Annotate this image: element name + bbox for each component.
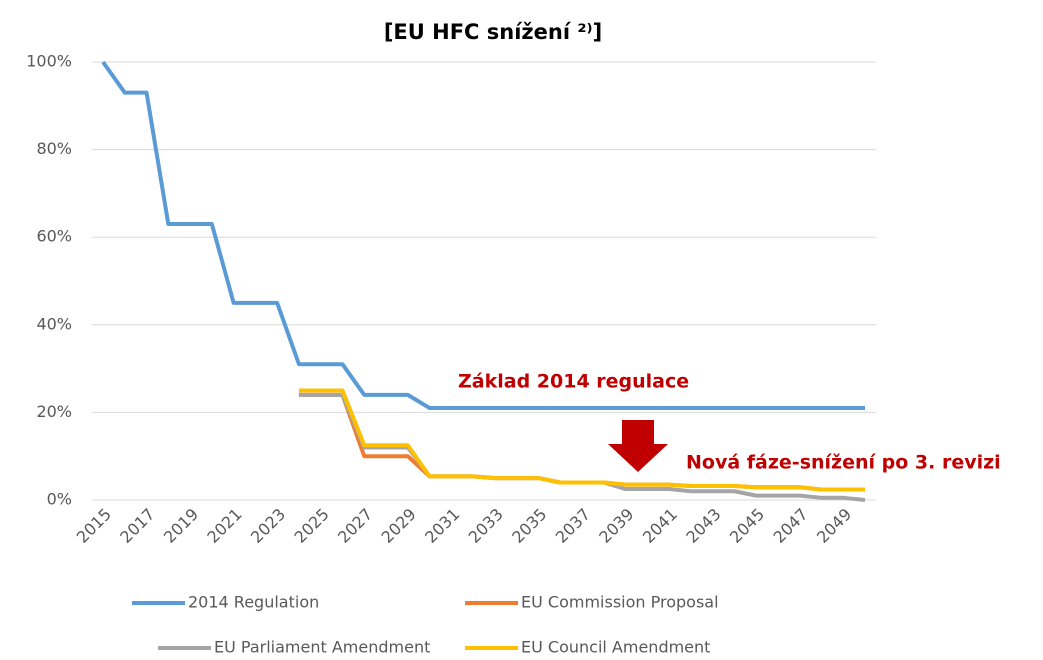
- y-tick-label: 80%: [36, 139, 72, 158]
- x-tick-label: 2019: [160, 505, 202, 547]
- annotation: Nová fáze-snížení po 3. revizi: [686, 452, 1001, 474]
- x-tick-label: 2049: [813, 505, 855, 547]
- x-tick-label: 2021: [203, 505, 245, 547]
- y-tick-label: 100%: [26, 52, 72, 71]
- chart-title: [EU HFC snížení ²⁾]: [384, 20, 602, 44]
- y-tick-label: 20%: [36, 402, 72, 421]
- x-tick-label: 2037: [552, 505, 594, 547]
- x-tick-label: 2025: [290, 505, 332, 547]
- x-tick-label: 2015: [73, 505, 115, 547]
- legend-label: 2014 Regulation: [188, 593, 319, 612]
- x-tick-label: 2033: [465, 505, 507, 547]
- x-tick-label: 2029: [378, 505, 420, 547]
- x-tick-label: 2023: [247, 505, 289, 547]
- y-tick-label: 60%: [36, 227, 72, 246]
- legend-label: EU Council Amendment: [521, 638, 710, 657]
- x-tick-label: 2041: [639, 505, 681, 547]
- x-tick-label: 2035: [508, 505, 550, 547]
- x-tick-label: 2039: [595, 505, 637, 547]
- legend-label: EU Commission Proposal: [521, 593, 719, 612]
- annotation: Základ 2014 regulace: [458, 371, 689, 393]
- plot: 0%20%40%60%80%100%2015 2017 2019 2021 2023 20…: [26, 52, 876, 657]
- legend-label: EU Parliament Amendment: [214, 638, 430, 657]
- x-tick-label: 2047: [769, 505, 811, 547]
- series-line: [101, 60, 865, 411]
- series-line: [298, 388, 865, 492]
- x-tick-label: 2043: [682, 505, 724, 547]
- x-tick-label: 2027: [334, 505, 376, 547]
- y-tick-label: 40%: [36, 314, 72, 333]
- x-tick-label: 2031: [421, 505, 463, 547]
- x-tick-label: 2045: [726, 505, 768, 547]
- arrow: [608, 420, 668, 472]
- x-tick-label: 2017: [116, 505, 158, 547]
- y-tick-label: 0%: [47, 490, 72, 509]
